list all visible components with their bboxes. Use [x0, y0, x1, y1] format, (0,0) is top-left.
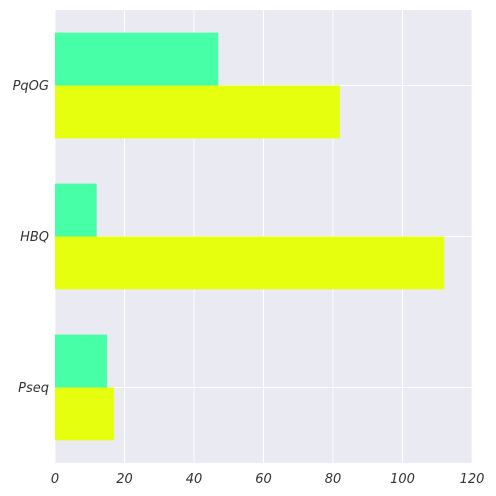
x-tick-label: 80 [325, 472, 342, 487]
x-tick-labels: 0 20 40 60 80 100 120 [51, 472, 485, 487]
category-label: Pseq [18, 381, 49, 396]
bar-hbq-series-1 [55, 183, 97, 237]
category-label: PqOG [13, 79, 49, 94]
x-tick-label: 100 [390, 472, 415, 487]
x-tick-label: 20 [116, 472, 133, 487]
bar-pqog-series-2 [55, 85, 340, 139]
bar-hbq-series-2 [55, 236, 445, 290]
x-tick-label: 120 [460, 472, 485, 487]
x-tick-label: 40 [186, 472, 203, 487]
bar-pseq-series-2 [55, 387, 115, 441]
x-tick-label: 0 [51, 472, 59, 487]
bar-pqog-series-1 [55, 32, 219, 86]
x-tick-label: 60 [255, 472, 272, 487]
category-labels: PqOG HBQ Pseq [13, 79, 49, 396]
bar-pseq-series-1 [55, 334, 108, 388]
category-label: HBQ [20, 230, 49, 245]
bars [55, 32, 445, 441]
